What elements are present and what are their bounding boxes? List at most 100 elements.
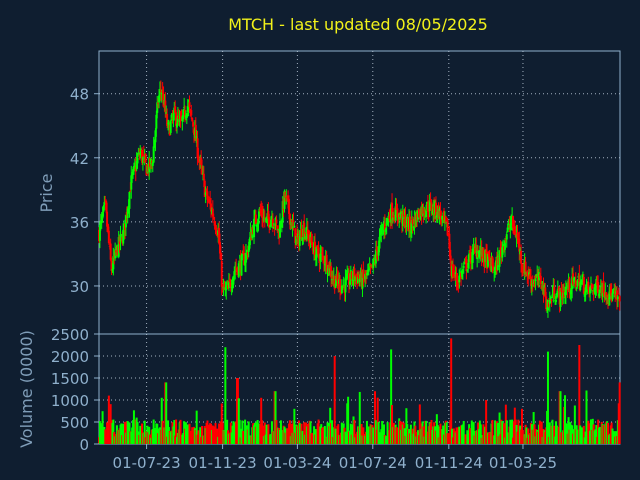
volume-bar [173, 420, 176, 444]
price-candle [362, 269, 365, 279]
price-candle [110, 261, 113, 271]
volume-bar [120, 423, 123, 444]
price-candle [202, 173, 205, 180]
price-candle [451, 264, 454, 277]
volume-bar [340, 422, 343, 444]
price-candle [576, 280, 579, 286]
volume-tick-label: 2500 [51, 326, 89, 344]
price-candle [175, 112, 178, 126]
price-candle [401, 210, 404, 227]
price-candle [294, 228, 297, 244]
price-candle [328, 262, 331, 274]
price-candle [200, 157, 203, 166]
price-candle [122, 229, 125, 244]
price-candle [549, 296, 552, 302]
price-candle [356, 277, 359, 284]
price-candle [391, 217, 394, 220]
price-candle [279, 222, 282, 238]
price-candle [316, 245, 319, 250]
price-candle [130, 175, 133, 190]
price-candle [612, 291, 615, 293]
price-candle [211, 208, 214, 217]
price-candle [405, 225, 408, 227]
price-candle [132, 166, 135, 169]
price-candle [245, 251, 248, 253]
volume-bars [98, 338, 621, 444]
price-candle [505, 234, 508, 240]
volume-bar [263, 422, 266, 444]
price-candle [132, 169, 135, 175]
price-candle [272, 226, 275, 229]
price-candle [583, 293, 586, 297]
price-candle [365, 273, 368, 276]
price-candle [408, 216, 411, 230]
volume-bar [503, 423, 506, 444]
price-candle [112, 256, 115, 270]
price-candle [197, 155, 200, 160]
price-candle [194, 124, 197, 141]
volume-bar [365, 420, 368, 444]
price-candle [564, 288, 567, 296]
volume-bar [482, 424, 485, 444]
price-candle [240, 255, 243, 276]
price-candle [144, 153, 147, 163]
volume-bar [214, 422, 217, 444]
price-candle [152, 146, 155, 163]
price-candle [439, 210, 442, 217]
price-candle [574, 280, 577, 287]
price-candle [344, 278, 347, 293]
price-candle [208, 199, 211, 201]
price-candle [287, 198, 290, 214]
price-candle [142, 154, 145, 157]
volume-bar [303, 422, 306, 444]
price-candle [615, 290, 618, 301]
volume-bar [422, 426, 425, 444]
price-candle [544, 287, 547, 298]
price-candle [306, 229, 309, 234]
price-candle [402, 210, 405, 218]
price-candle [246, 252, 249, 256]
price-candle [460, 270, 463, 277]
volume-bar [511, 419, 514, 444]
price-candle [555, 299, 558, 302]
price-candle [457, 283, 460, 285]
price-candle [477, 250, 480, 258]
volume-bar [288, 420, 291, 444]
volume-bar [533, 424, 536, 444]
volume-bar [199, 427, 202, 444]
volume-bar [179, 419, 182, 444]
volume-bar [334, 428, 337, 444]
volume-bar [472, 422, 475, 444]
volume-bar [274, 391, 277, 444]
price-candle [233, 271, 236, 276]
price-candle [350, 271, 353, 280]
price-candle [426, 203, 429, 212]
price-candle [219, 254, 222, 260]
price-candle [154, 130, 157, 143]
price-candle [175, 123, 178, 128]
price-candle [111, 269, 114, 271]
price-candle [313, 241, 316, 260]
price-candle [487, 251, 490, 257]
volume-bar [165, 382, 168, 444]
price-candle [467, 262, 470, 268]
price-candle [605, 292, 608, 298]
volume-bar [414, 425, 417, 444]
volume-bar [201, 425, 204, 444]
volume-bar [333, 356, 336, 444]
price-candle [494, 266, 497, 271]
volume-bar [244, 419, 247, 444]
price-candle [342, 284, 345, 286]
price-candle [354, 276, 357, 281]
price-candle [526, 271, 529, 276]
price-candle [223, 283, 226, 290]
price-candle [572, 277, 575, 282]
price-candle [358, 278, 361, 283]
price-candle [138, 154, 141, 156]
price-tick-label: 48 [70, 86, 89, 104]
price-candle [179, 119, 182, 121]
volume-bar [520, 408, 523, 444]
volume-bar [540, 421, 543, 444]
price-candle [557, 287, 560, 292]
volume-bar [337, 424, 340, 444]
